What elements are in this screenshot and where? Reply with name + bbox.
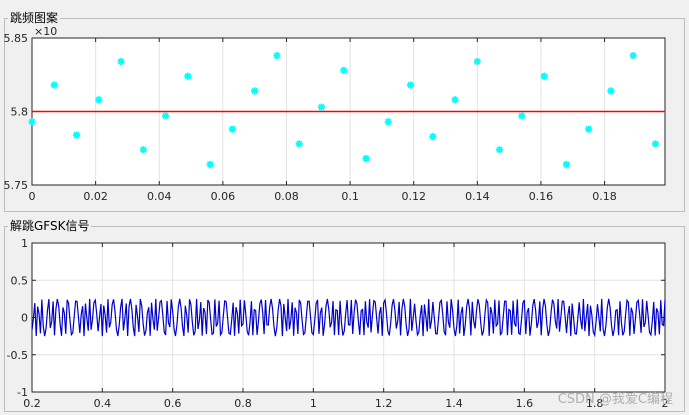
x-tick-label: 0.18: [592, 190, 617, 203]
x-tick-label: 1: [310, 397, 317, 410]
x-tick-label: 0.6: [164, 397, 182, 410]
scatter-point: [362, 154, 370, 163]
chart-1: 0 0.02 0.04 0.06 0.08 0.1 0.12 0.14 0.16 0.18 5.75…: [4, 25, 666, 203]
scatter-point: [585, 125, 593, 133]
scatter-point: [139, 146, 147, 154]
y-tick-label: 1: [21, 237, 28, 250]
scatter-point: [295, 140, 303, 148]
scatter-point: [317, 103, 326, 111]
scatter-point: [473, 57, 481, 66]
x-tick-label: 0.12: [401, 190, 426, 203]
scatter-point: [251, 87, 259, 95]
scatter-point: [162, 112, 170, 120]
y-tick-label: 0: [21, 312, 28, 325]
scatter-point: [28, 118, 36, 126]
scatter-point: [273, 52, 281, 60]
x-tick-label: 0.08: [274, 190, 299, 203]
chart-2: 0.2 0.4 0.6 0.8 1 1.2 1.4 1.6 1.8 2 -1 -0.5 0 0.5 1: [7, 237, 669, 410]
scatter-point: [429, 132, 437, 141]
scatter-point: [50, 81, 58, 89]
scatter-point: [384, 118, 392, 126]
scatter-point: [562, 160, 570, 169]
scatter-point: [206, 160, 214, 169]
scatter-point: [451, 96, 459, 104]
y-tick-label: -0.5: [7, 349, 28, 362]
scatter-point: [629, 52, 637, 60]
scatter-point: [518, 112, 526, 120]
x-tick-label: 0.06: [211, 190, 236, 203]
scatter-point: [184, 72, 192, 80]
scatter-point: [651, 140, 660, 148]
x-tick-label: 0.14: [465, 190, 490, 203]
scatter-point: [540, 72, 548, 80]
dehopped-signal-title: 解跳GFSK信号: [8, 219, 92, 233]
scatter-point: [495, 146, 504, 154]
x-tick-label: 0.8: [234, 397, 252, 410]
y-tick-label: 0.5: [11, 274, 29, 287]
x-tick-label: 1.2: [375, 397, 393, 410]
scatter-point: [607, 87, 615, 95]
x-tick-label: 0.02: [83, 190, 108, 203]
x-tick-label: 0.04: [147, 190, 172, 203]
x-tick-label: 0.1: [341, 190, 359, 203]
dehopped-signal-panel: [4, 226, 685, 412]
scatter-point: [117, 57, 125, 66]
scatter-point: [95, 96, 103, 104]
hop-pattern-panel: [4, 18, 685, 212]
y-exponent-label: ×10: [34, 25, 57, 38]
x-tick-label: 0.16: [529, 190, 554, 203]
watermark-text: CSDN @我爱C编程: [557, 392, 673, 407]
x-tick-label: 0.2: [23, 397, 41, 410]
scatter-point: [72, 131, 81, 139]
hop-pattern-title: 跳频图案: [8, 11, 61, 25]
y-tick-label: 5.8: [11, 106, 29, 119]
y-tick-label: -1: [17, 386, 28, 399]
scatter-point: [406, 81, 415, 89]
signal-line: [31, 297, 666, 338]
x-tick-label: 2: [662, 397, 669, 410]
x-tick-label: 1.6: [516, 397, 534, 410]
x-tick-label: 1.8: [586, 397, 604, 410]
y-tick-label: 5.85: [4, 32, 29, 45]
scatter-point: [340, 66, 348, 74]
x-tick-label: 1.4: [445, 397, 463, 410]
y-tick-label: 5.75: [4, 179, 29, 192]
x-tick-label: 0: [29, 190, 36, 203]
scatter-point: [228, 125, 236, 133]
x-tick-label: 0.4: [94, 397, 112, 410]
